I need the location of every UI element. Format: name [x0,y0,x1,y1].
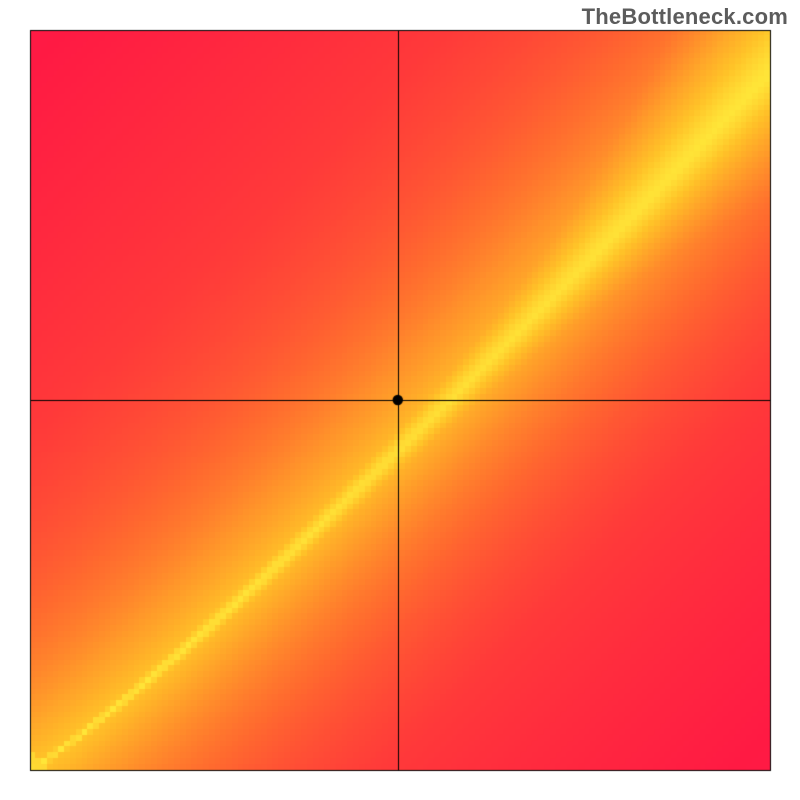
heatmap-plot [0,0,800,800]
watermark-text: TheBottleneck.com [582,4,788,30]
